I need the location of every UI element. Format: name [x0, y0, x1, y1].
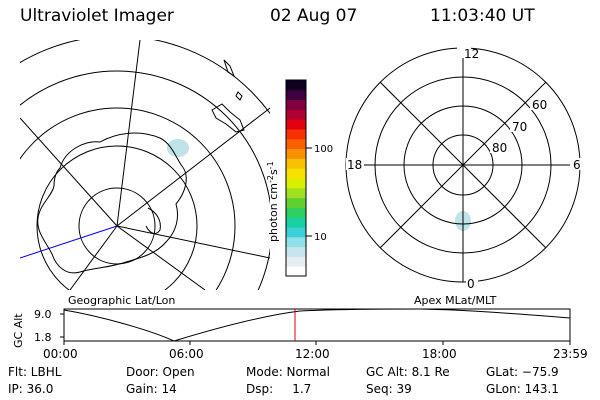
color-bar-segment	[286, 236, 306, 248]
lat-circle	[36, 145, 198, 290]
mlat-label-60: 60	[532, 98, 547, 112]
color-bar-segment	[286, 109, 306, 120]
color-bar-segment	[286, 80, 306, 91]
color-bar-segment	[286, 99, 306, 110]
time-tick-label: 12:00	[295, 347, 330, 361]
color-bar-segment	[286, 207, 306, 218]
mlat-label-70: 70	[512, 120, 527, 134]
island-outline	[211, 103, 245, 133]
color-bar-segment	[286, 168, 306, 179]
altitude-curve	[63, 308, 571, 342]
color-bar-frame	[285, 79, 307, 277]
lon-line	[116, 107, 270, 227]
color-bar-segment	[286, 197, 306, 208]
time-tick-label: 06:00	[169, 347, 204, 361]
mlt-label-0: 0	[467, 277, 475, 291]
lat-circle	[20, 40, 270, 115]
time-tick-label: 18:00	[422, 347, 457, 361]
mlt-line	[379, 81, 547, 249]
mlt-label-12: 12	[464, 47, 479, 61]
color-bar-segment	[286, 217, 306, 228]
instrument-title: Ultraviolet Imager	[20, 6, 174, 26]
color-bar-segment	[286, 178, 306, 189]
observation-date: 02 Aug 07	[270, 6, 358, 26]
time-tick-label: 23:59	[553, 347, 588, 361]
color-bar-segment	[286, 119, 306, 130]
gain-info: Gain: 14	[126, 382, 177, 396]
color-bar-segment	[286, 246, 306, 257]
lon-line	[116, 225, 270, 259]
door-info: Door: Open	[126, 365, 195, 379]
color-bar-segment	[286, 187, 306, 199]
altitude-min-label: 1.8	[34, 331, 52, 344]
filter-info: Flt: LBHL	[8, 365, 62, 379]
altitude-max-label: 9.0	[34, 308, 52, 321]
color-bar	[286, 80, 306, 277]
seq-info: Seq: 39	[366, 382, 412, 396]
altitude-plot: GC Alt	[12, 308, 571, 348]
lon-line	[116, 225, 206, 290]
mlt-label-18: 18	[347, 158, 362, 172]
aurora-blob-left	[167, 139, 189, 157]
glon-info: GLon: 143.1	[486, 382, 559, 396]
glat-info: GLat: −75.9	[486, 365, 559, 379]
gc-alt-info: GC Alt: 8.1 Re	[366, 365, 450, 379]
magnetic-caption: Apex MLat/MLT	[414, 294, 497, 307]
geographic-caption: Geographic Lat/Lon	[68, 294, 176, 307]
color-bar-tick-label: 100	[314, 144, 333, 155]
noon-meridian	[20, 225, 118, 259]
ip-info: IP: 36.0	[8, 382, 54, 396]
island-outline	[235, 91, 243, 101]
mlt-label-6: 6	[573, 158, 581, 172]
island-outline	[223, 59, 236, 78]
antarctica-outline	[37, 132, 187, 274]
altitude-plot-frame	[63, 308, 571, 342]
color-bar-segment	[286, 256, 306, 267]
color-bar-segment	[286, 266, 306, 277]
lat-circle	[20, 107, 236, 290]
lat-circle	[20, 70, 270, 290]
dsp-info: Dsp: 1.7	[246, 382, 312, 396]
color-bar-segment	[286, 89, 306, 101]
geographic-map	[20, 40, 270, 290]
observation-time: 11:03:40 UT	[430, 6, 535, 26]
coast-detail	[145, 207, 161, 234]
color-bar-unit-label: photon cm-2s-1	[266, 161, 280, 242]
color-bar-segment	[286, 138, 306, 150]
color-bar-segment	[286, 129, 306, 140]
color-bar-segment	[286, 148, 306, 159]
magnetic-polar-plot: 12 18 6 0 60 70 80	[345, 46, 582, 291]
lat-circle	[78, 187, 156, 265]
lon-line	[69, 225, 118, 290]
color-bar-segment	[286, 158, 306, 169]
lon-line	[20, 117, 118, 227]
altitude-axis-label: GC Alt	[12, 313, 25, 348]
time-tick-label: 00:00	[43, 347, 78, 361]
mode-info: Mode: Normal	[246, 365, 330, 379]
color-bar-tick-label: 10	[314, 232, 327, 243]
mlat-label-80: 80	[492, 141, 507, 155]
color-bar-segment	[286, 227, 306, 238]
